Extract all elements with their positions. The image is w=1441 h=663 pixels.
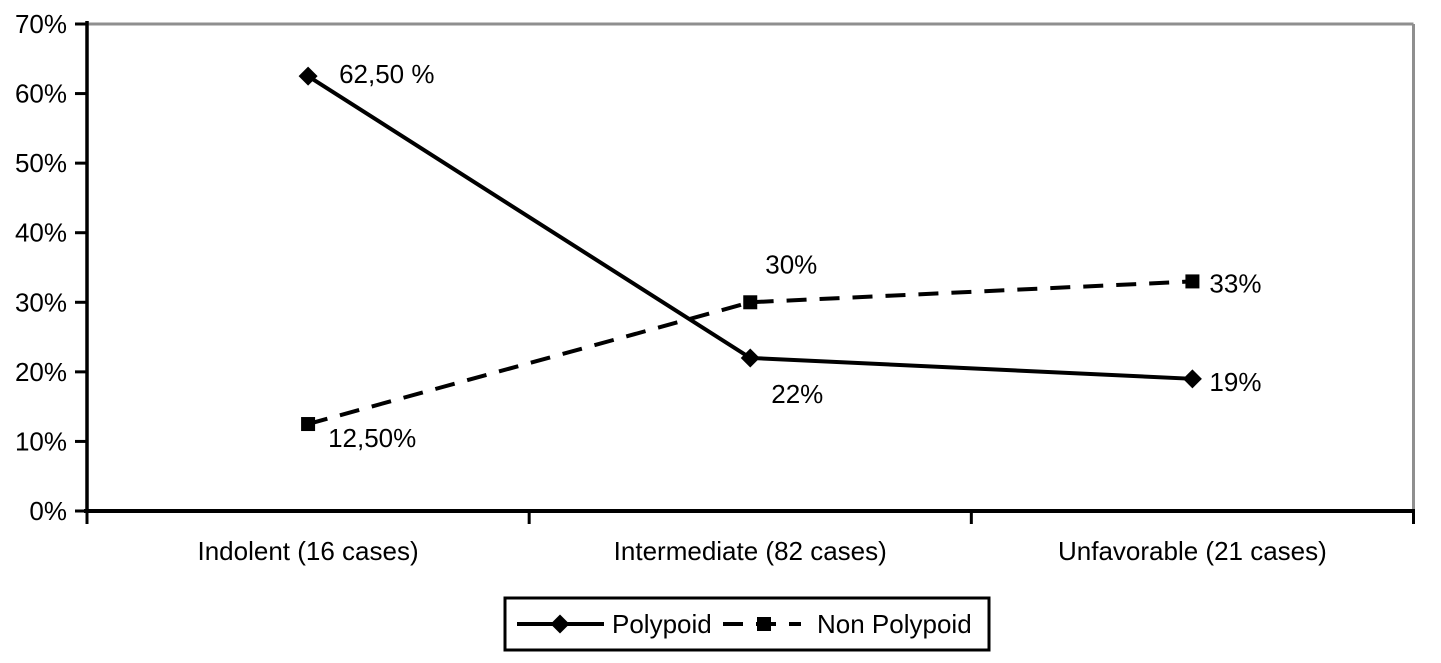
data-label: 19% [1209,367,1261,397]
legend-diamond-marker [550,614,570,634]
data-label: 33% [1209,268,1261,298]
diamond-marker [298,66,318,86]
diamond-marker [740,348,760,368]
legend-square-marker [757,617,771,631]
y-tick-label: 70% [15,9,67,39]
legend-label-non-polypoid: Non Polypoid [817,609,972,639]
y-tick-label: 0% [29,496,67,526]
x-category-label: Intermediate (82 cases) [614,536,887,566]
y-tick-label: 10% [15,426,67,456]
y-tick-label: 20% [15,357,67,387]
series-non-polypoid: 12,50% 30% 33% [301,249,1261,453]
data-label: 12,50% [328,423,416,453]
diamond-marker [1182,369,1202,389]
data-label: 30% [765,249,817,279]
data-label: 62,50 % [339,59,434,89]
legend-label-polypoid: Polypoid [612,609,712,639]
square-marker [743,295,758,310]
data-label: 22% [771,379,823,409]
y-tick-label: 40% [15,218,67,248]
square-marker [301,417,316,432]
x-category-label: Indolent (16 cases) [198,536,419,566]
square-marker [1185,274,1200,289]
x-category-label: Unfavorable (21 cases) [1058,536,1327,566]
y-tick-label: 30% [15,287,67,317]
legend: Polypoid Non Polypoid [503,596,991,652]
y-tick-label: 50% [15,148,67,178]
series-line-polypoid [307,74,1193,381]
series-polypoid: 62,50 % 22% 19% [298,59,1261,409]
y-tick-label: 60% [15,79,67,109]
